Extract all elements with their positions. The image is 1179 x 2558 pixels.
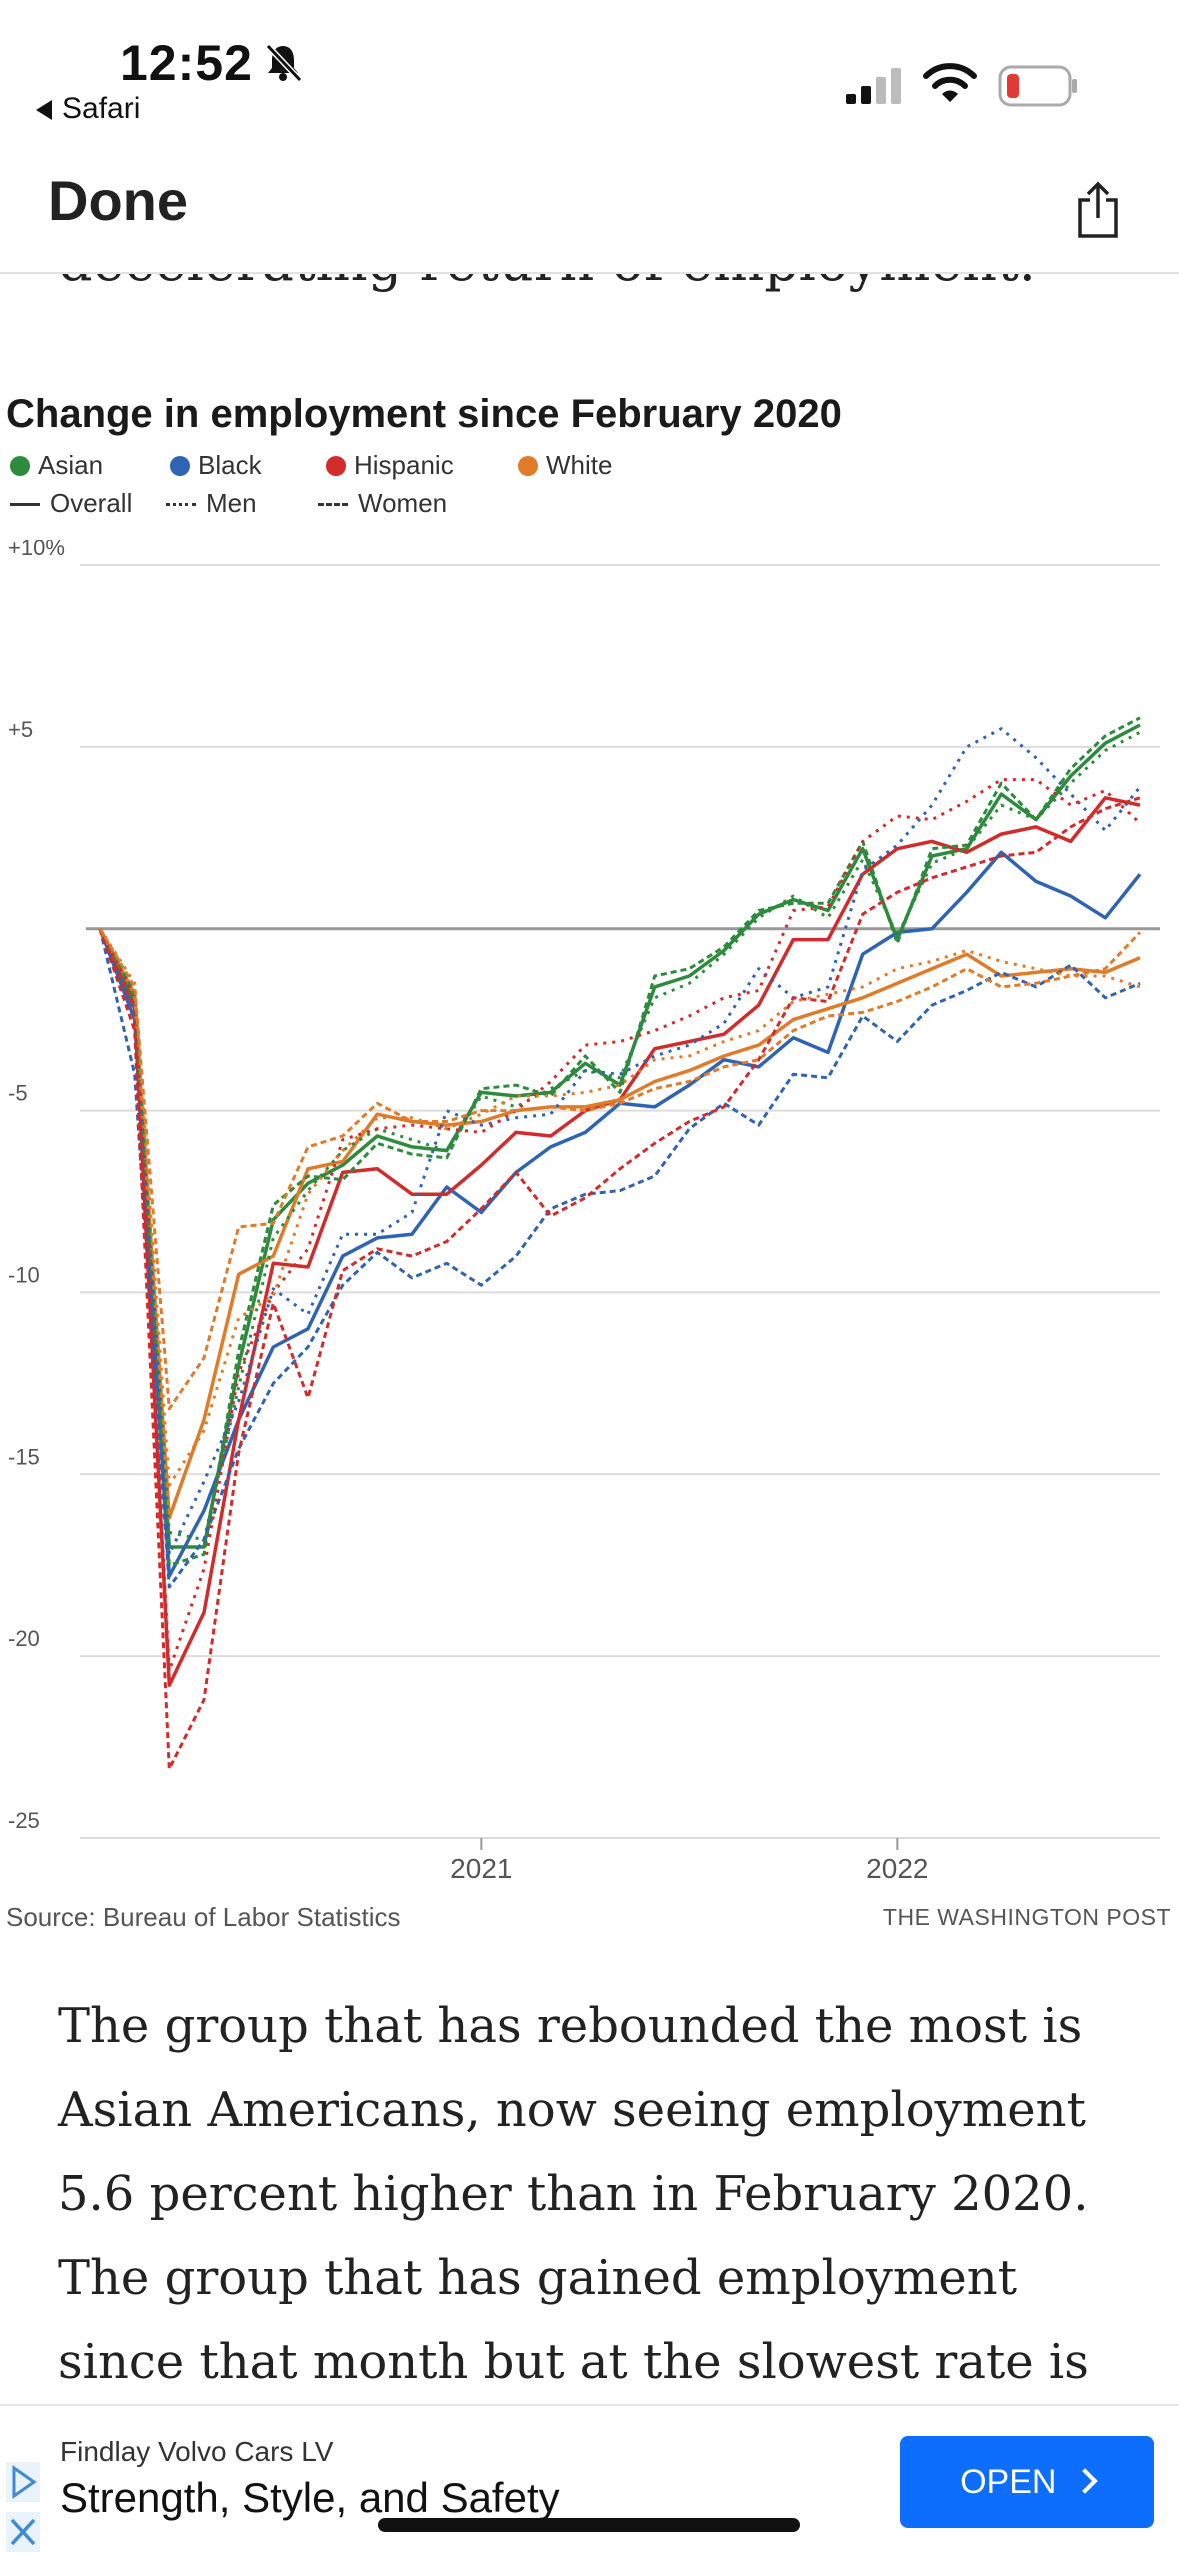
- y-tick-label: -20: [8, 1626, 40, 1651]
- series-line-asian-solid: [98, 723, 1141, 1549]
- back-app-label: Safari: [62, 92, 141, 125]
- legend-item-asian: Asian: [10, 450, 103, 481]
- employment-line-chart: +10% +5 -5 -10 -15 -20 -25 2021 2022: [8, 540, 1160, 1884]
- series-line-asian-dashed: [98, 716, 1141, 1567]
- status-time: 12:52: [120, 35, 253, 91]
- series-line-black-dotted: [98, 727, 1142, 1556]
- battery-low-icon: [998, 65, 1077, 107]
- chart-title: Change in employment since February 2020: [6, 392, 842, 436]
- ad-open-button[interactable]: OPEN: [900, 2436, 1154, 2528]
- ad-advertiser[interactable]: Findlay Volvo Cars LV: [60, 2436, 334, 2467]
- legend-item-black: Black: [170, 450, 262, 481]
- legend-item-men: Men: [166, 488, 257, 519]
- x-tick-label: 2021: [450, 1853, 512, 1884]
- y-tick-label: +10%: [8, 540, 65, 560]
- y-tick-label: -25: [8, 1808, 40, 1833]
- series-line-white-dotted: [98, 927, 1141, 1487]
- series-line-hispanic-dashed: [98, 796, 1141, 1771]
- y-tick-label: +5: [8, 717, 33, 742]
- series-line-white-solid: [98, 927, 1141, 1520]
- series-line-black-solid: [98, 850, 1142, 1578]
- ad-headline[interactable]: Strength, Style, and Safety: [60, 2474, 560, 2521]
- nav-divider: [0, 272, 1179, 274]
- x-tick-label: 2022: [866, 1853, 928, 1884]
- ad-close-icon[interactable]: [6, 2512, 40, 2552]
- chart-credit: THE WASHINGTON POST: [882, 1904, 1171, 1930]
- y-tick-label: -10: [8, 1262, 40, 1287]
- back-to-safari[interactable]: Safari: [36, 92, 140, 126]
- legend-item-hispanic: Hispanic: [326, 450, 454, 481]
- cellular-signal-icon: [846, 68, 901, 104]
- home-indicator[interactable]: [378, 2518, 800, 2532]
- bell-slash-icon: [265, 43, 303, 83]
- legend-item-overall: Overall: [10, 488, 132, 519]
- wifi-icon: [923, 63, 977, 102]
- chart-grid: [80, 564, 1160, 1850]
- adchoices-icon[interactable]: [6, 2462, 40, 2502]
- chart-axis-labels: +10% +5 -5 -10 -15 -20 -25 2021 2022: [8, 540, 928, 1884]
- article-paragraph: The group that has rebounded the most is…: [58, 1998, 1089, 2390]
- done-button[interactable]: Done: [48, 169, 188, 232]
- legend-swatch: [518, 456, 538, 476]
- legend-swatch: [326, 456, 346, 476]
- legend-swatch: [170, 456, 190, 476]
- legend-line-dashed: [318, 503, 348, 506]
- chevron-right-icon: [1072, 2468, 1098, 2494]
- series-line-white-dashed: [98, 927, 1142, 1411]
- back-arrow-icon: [36, 100, 52, 121]
- series-line-hispanic-solid: [98, 796, 1141, 1687]
- legend-swatch: [10, 456, 30, 476]
- legend-item-women: Women: [318, 488, 447, 519]
- legend-line-dotted: [166, 503, 196, 506]
- y-tick-label: -15: [8, 1444, 40, 1469]
- chart-series: [98, 716, 1142, 1771]
- ad-open-label: OPEN: [960, 2463, 1057, 2501]
- series-line-black-dashed: [98, 928, 1141, 1589]
- series-line-asian-dotted: [98, 730, 1141, 1542]
- article-cut-line: decelerating return of employment.: [58, 230, 1036, 293]
- legend-item-white: White: [518, 450, 612, 481]
- share-icon[interactable]: [1074, 180, 1122, 240]
- legend-line-solid: [10, 503, 40, 506]
- chart-source: Source: Bureau of Labor Statistics: [6, 1902, 401, 1932]
- y-tick-label: -5: [8, 1081, 28, 1106]
